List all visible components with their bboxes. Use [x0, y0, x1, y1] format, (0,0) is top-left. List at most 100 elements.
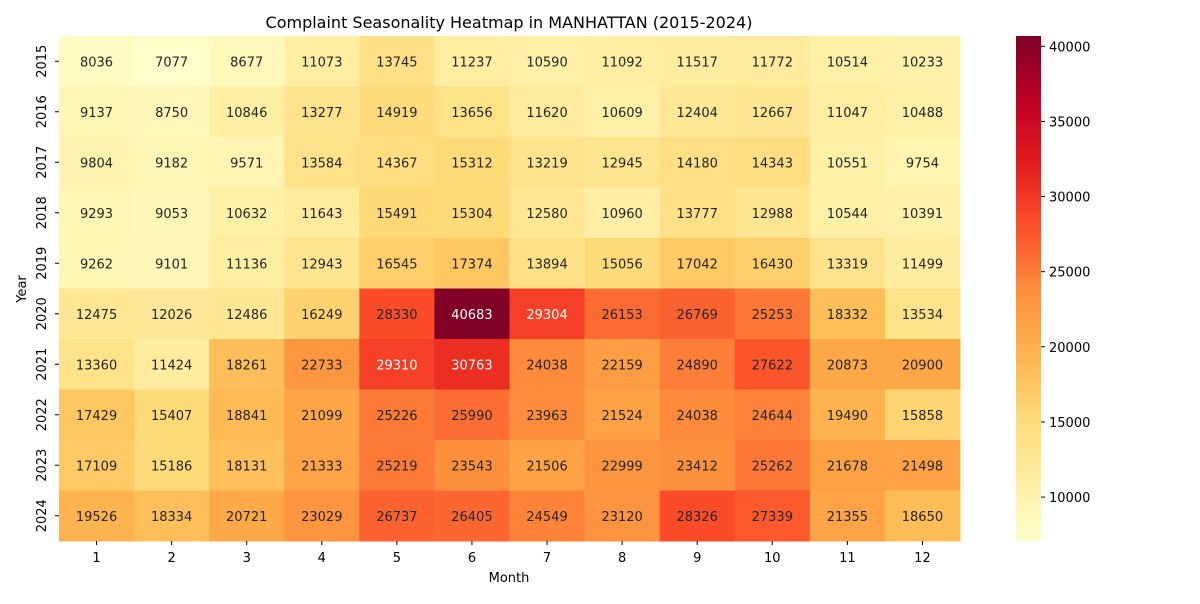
- cell-value-label: 14919: [376, 106, 417, 121]
- cell-value-label: 25219: [376, 459, 417, 474]
- cell-value-label: 9101: [155, 257, 188, 272]
- heatmap-cell: [584, 86, 661, 138]
- x-tick-label: 6: [468, 551, 476, 566]
- cell-value-label: 25262: [752, 459, 793, 474]
- cell-value-label: 29304: [526, 308, 567, 323]
- x-axis-label: Month: [489, 571, 530, 586]
- heatmap-cell: [284, 187, 360, 239]
- colorbar-tick-label: 15000: [1049, 416, 1090, 431]
- heatmap-cell: [509, 137, 586, 188]
- cell-value-label: 12475: [76, 308, 117, 323]
- heatmap-cell: [884, 238, 961, 289]
- cell-value-label: 26153: [601, 308, 642, 323]
- cell-value-label: 19490: [827, 409, 868, 424]
- heatmap-cell: [209, 339, 285, 390]
- heatmap-cell: [734, 86, 811, 138]
- heatmap-cell: [134, 490, 210, 542]
- heatmap-cell: [509, 389, 586, 441]
- cell-value-label: 21099: [301, 409, 342, 424]
- cell-value-label: 9182: [155, 156, 188, 171]
- cell-value-label: 10233: [902, 55, 943, 70]
- heatmap-cell: [284, 238, 360, 289]
- chart-title: Complaint Seasonality Heatmap in MANHATT…: [266, 13, 753, 32]
- cell-value-label: 7077: [155, 55, 188, 70]
- cell-value-label: 10514: [827, 55, 868, 70]
- heatmap-cell: [884, 187, 961, 239]
- heatmap-cell: [434, 86, 510, 138]
- heatmap-cell: [884, 137, 961, 188]
- heatmap-cell: [509, 440, 586, 491]
- heatmap-cell: [809, 187, 886, 239]
- cell-value-label: 27622: [752, 358, 793, 373]
- heatmap-cell: [734, 440, 811, 491]
- x-tick-label: 7: [543, 551, 551, 566]
- heatmap-cell: [884, 339, 961, 390]
- cell-value-label: 10544: [827, 207, 868, 222]
- heatmap-cell: [284, 339, 360, 390]
- cell-value-label: 14180: [677, 156, 718, 171]
- heatmap-cell: [59, 36, 135, 87]
- heatmap-cell: [359, 137, 435, 188]
- cell-value-label: 40683: [451, 308, 492, 323]
- heatmap-cell: [359, 288, 435, 340]
- cell-value-label: 18131: [226, 459, 267, 474]
- heatmap-cell: [434, 137, 510, 188]
- heatmap-cell: [809, 137, 886, 188]
- colorbar-tick-label: 35000: [1049, 115, 1090, 130]
- heatmap-cell: [809, 288, 886, 340]
- cell-value-label: 12404: [677, 106, 718, 121]
- heatmap-cell: [209, 238, 285, 289]
- cell-value-label: 13277: [301, 106, 342, 121]
- heatmap-cell: [809, 339, 886, 390]
- cell-value-label: 15407: [151, 409, 192, 424]
- heatmap-cell: [809, 238, 886, 289]
- cell-value-label: 9754: [906, 156, 939, 171]
- cell-value-label: 20900: [902, 358, 943, 373]
- x-axis: 1 2 3 4 5 6 7 8 9 10 11 12: [92, 541, 931, 566]
- cell-value-label: 13777: [677, 207, 718, 222]
- cell-value-label: 11136: [226, 257, 267, 272]
- heatmap-cell: [59, 187, 135, 239]
- cell-value-label: 15858: [902, 409, 943, 424]
- heatmap-cell: [359, 490, 435, 542]
- cell-value-label: 22159: [601, 358, 642, 373]
- cell-value-label: 18650: [902, 510, 943, 525]
- heatmap-cell: [659, 440, 736, 491]
- cell-value-label: 20721: [226, 510, 267, 525]
- heatmap-cell: [659, 86, 736, 138]
- cell-value-label: 9137: [80, 106, 113, 121]
- heatmap-cell: [884, 86, 961, 138]
- cell-value-label: 10632: [226, 207, 267, 222]
- y-tick-label: 2018: [35, 196, 50, 229]
- y-tick-label: 2016: [35, 95, 50, 128]
- cell-value-label: 17429: [76, 409, 117, 424]
- heatmap-cell: [659, 187, 736, 239]
- heatmap-cell: [659, 490, 736, 542]
- cell-value-label: 15304: [451, 207, 492, 222]
- heatmap-cell: [134, 339, 210, 390]
- heatmap-cell: [884, 288, 961, 340]
- y-axis: 2015 2016 2017 2018 2019 2020 2021 2022 2023 2024: [35, 45, 59, 532]
- cell-value-label: 10488: [902, 106, 943, 121]
- heatmap-cell: [584, 36, 661, 87]
- heatmap-cell: [359, 238, 435, 289]
- heatmap-cell: [284, 86, 360, 138]
- cell-value-label: 23543: [451, 459, 492, 474]
- cell-value-label: 28330: [376, 308, 417, 323]
- heatmap-cell: [734, 389, 811, 441]
- cell-value-label: 13584: [301, 156, 342, 171]
- heatmap-cell: [59, 137, 135, 188]
- cell-value-label: 22733: [301, 358, 342, 373]
- heatmap-cell: [209, 490, 285, 542]
- heatmap-cells: 8036 7077 8677 11073 13745 11237 10590 11092 115…: [59, 36, 961, 542]
- heatmap-cell: [134, 187, 210, 239]
- y-tick-label: 2024: [35, 499, 50, 532]
- heatmap-cell: [509, 339, 586, 390]
- cell-value-label: 11047: [827, 106, 868, 121]
- cell-value-label: 11772: [752, 55, 793, 70]
- cell-value-label: 21506: [526, 459, 567, 474]
- heatmap-cell: [659, 288, 736, 340]
- cell-value-label: 27339: [752, 510, 793, 525]
- x-tick-label: 5: [393, 551, 401, 566]
- heatmap-cell: [209, 36, 285, 87]
